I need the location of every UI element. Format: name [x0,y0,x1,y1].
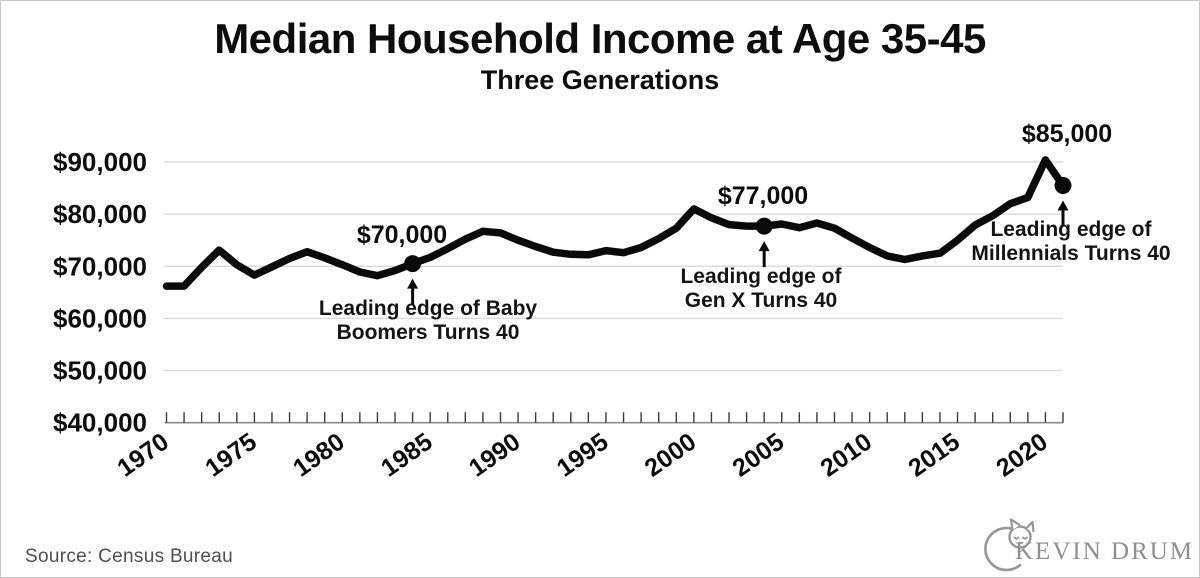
x-tick-label: 1975 [200,428,262,483]
income-line [162,156,1067,290]
y-tick-label: $70,000 [53,251,147,281]
annotation-dot [1054,176,1072,194]
annotation-caption-line: Gen X Turns 40 [684,289,838,312]
annotation-arrowhead-icon [407,278,419,289]
x-tick-label: 1985 [376,428,438,483]
annotation-caption-line: Leading edge of [990,218,1152,241]
y-tick-label: $40,000 [53,408,147,438]
x-tick-label: 1995 [552,428,614,483]
annotation-dot [755,217,773,235]
annotation-caption-line: Leading edge of Baby [318,297,538,320]
y-tick-label: $80,000 [53,199,147,229]
chart-subtitle: Three Generations [480,65,720,95]
x-tick-label: 2000 [640,428,702,483]
x-tick-label: 1980 [288,428,350,483]
annotation-value-label: $70,000 [356,221,448,249]
annotation-caption: Leading edge of Baby Boomers Turns 40 [268,297,588,345]
x-tick-label: 2005 [728,428,790,483]
x-tick-label: 2010 [815,428,877,483]
annotation-arrowhead-icon [1057,200,1069,211]
cat-logo-icon [984,518,1035,572]
annotation-caption: Leading edge of Gen X Turns 40 [601,265,921,313]
x-tick-label: 2015 [903,428,965,483]
kevin-drum-logo: KEVIN DRUM [967,515,1194,575]
source-note: Source: Census Bureau [25,546,234,567]
y-tick-label: $90,000 [53,147,147,177]
annotation-caption-line: Millennials Turns 40 [971,242,1171,265]
annotation-value-label: $85,000 [1021,120,1113,148]
annotation-arrowhead-icon [758,241,770,252]
x-tick-label: 1990 [464,428,526,483]
annotation-caption-line: Leading edge of [680,265,842,288]
y-tick-label: $50,000 [53,356,147,386]
logo-text: KEVIN DRUM [1015,538,1195,565]
annotation-caption-line: Boomers Turns 40 [336,321,520,344]
annotation-dot [404,255,422,273]
chart-title: Median Household Income at Age 35-45 [214,15,986,62]
x-tick-label: 2020 [991,428,1053,483]
y-tick-label: $60,000 [53,303,147,333]
annotation-caption: Leading edge of Millennials Turns 40 [911,218,1199,266]
annotation-value-label: $77,000 [717,182,809,210]
